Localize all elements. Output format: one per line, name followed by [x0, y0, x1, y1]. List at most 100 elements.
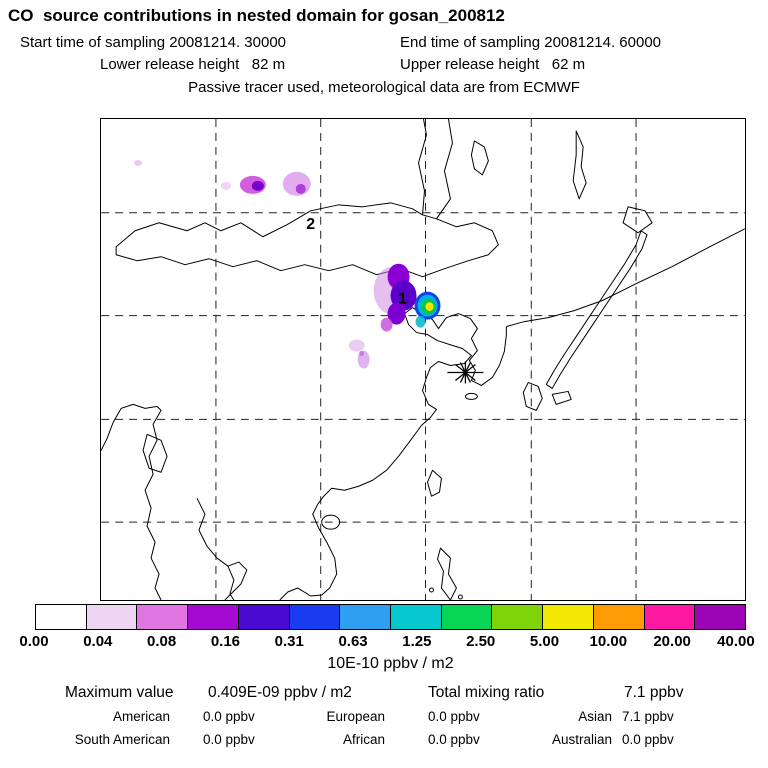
hokkaido-island — [622, 206, 653, 234]
species-name: Asian — [578, 709, 612, 724]
colorbar-cell — [644, 605, 696, 629]
luzon-island — [436, 547, 457, 600]
lower-release-label: Lower release height 82 m — [100, 56, 286, 73]
species-value: 0.0 ppbv — [203, 732, 255, 747]
plume-label-1: 1 — [398, 291, 407, 308]
species-table: American 0.0 ppbv European 0.0 ppbv Asian 7.1… — [0, 709, 768, 755]
tracer-info-line: Passive tracer used, meteorological data… — [188, 79, 580, 96]
species-value: 0.0 ppbv — [622, 732, 674, 747]
mid-patch-1 — [348, 339, 365, 352]
colorbar-tick-label: 0.63 — [338, 633, 368, 650]
honshu-island — [545, 230, 648, 389]
colorbar-tick-label: 0.00 — [19, 633, 49, 650]
colorbar-tick-label: 40.00 — [717, 633, 755, 650]
colorbar-cell — [137, 605, 189, 629]
receptor-star-marker — [447, 361, 484, 384]
faint-dot-1 — [134, 159, 143, 166]
thailand-gulf-coast — [196, 497, 248, 600]
border-line-east — [436, 119, 453, 220]
primorye-coast — [506, 228, 745, 328]
figure-title: CO source contributions in nested domain… — [8, 6, 505, 25]
colorbar-tick-label: 0.16 — [210, 633, 241, 650]
korea-peninsula — [468, 318, 507, 386]
north-blob-2 — [282, 171, 311, 196]
species-value: 7.1 ppbv — [622, 709, 674, 724]
coastlines — [101, 119, 745, 600]
colorbar-cell — [188, 605, 239, 629]
mongolia-border — [115, 202, 499, 278]
colorbar-tick-label: 2.50 — [466, 633, 496, 650]
colorbar-cell — [340, 605, 392, 629]
mid-patch-dot — [359, 351, 365, 357]
total-mixing-ratio-value: 7.1 ppbv — [624, 684, 684, 701]
species-name: African — [342, 732, 385, 747]
species-row: American 0.0 ppbv European 0.0 ppbv Asian 7.1… — [0, 709, 768, 732]
colorbar-tick-label: 1.25 — [402, 633, 432, 650]
north-blob-2-core — [295, 183, 306, 194]
colorbar-tick-label: 0.08 — [147, 633, 177, 650]
species-name: South American — [74, 732, 170, 747]
colorbar-cell — [238, 605, 290, 629]
release-height-line: Lower release height 82 m Upper release … — [0, 56, 768, 76]
colorbar-tick-label: 5.00 — [529, 633, 560, 650]
border-line-west — [418, 119, 427, 215]
myanmar-coast — [120, 403, 162, 600]
concentration-plume — [134, 159, 441, 369]
colorbar-cell — [492, 605, 544, 629]
upper-release-label: Upper release height 62 m — [400, 56, 586, 73]
islet-2 — [457, 594, 463, 600]
inland-outline — [142, 433, 168, 473]
colorbar-units-label: 10E-10 ppbv / m2 — [327, 655, 454, 672]
north-blob-1-core — [251, 180, 264, 191]
species-name: European — [326, 709, 385, 724]
shikoku-island — [551, 390, 572, 405]
colorbar-cell — [695, 605, 746, 629]
species-value: 0.0 ppbv — [203, 709, 255, 724]
end-time-label: End time of sampling 20081214. 60000 — [400, 34, 662, 51]
sampling-time-line: Start time of sampling 20081214. 30000 E… — [0, 34, 768, 54]
plume-magenta-tail — [380, 317, 393, 332]
map-panel: 2 1 — [100, 118, 746, 601]
summary-stats-line: Maximum value 0.409E-09 ppbv / m2 Total … — [0, 684, 768, 704]
jeju-island — [464, 392, 478, 400]
plume-teal-tail — [415, 315, 426, 328]
lake-baikal — [470, 140, 489, 176]
china-coast — [279, 307, 472, 600]
india-east-coast — [101, 408, 122, 451]
colorbar-cell — [391, 605, 442, 629]
islet-1 — [428, 587, 434, 593]
species-name: American — [112, 709, 170, 724]
colorbar-ticks: 0.00 0.04 0.08 0.16 0.31 0.63 1.25 2.50 5.00 10.0… — [8, 633, 762, 650]
sakhalin-island — [572, 130, 587, 200]
colorbar-tick-label: 0.31 — [274, 633, 304, 650]
colorbar-cell — [289, 605, 341, 629]
colorbar-cell — [441, 605, 493, 629]
colorbar — [35, 604, 746, 630]
plume-label-2: 2 — [306, 216, 315, 233]
malay-peninsula — [227, 565, 235, 600]
plume-purple-3 — [387, 302, 406, 325]
colorbar-cell — [36, 605, 87, 629]
taiwan-island — [426, 469, 442, 497]
kyushu-island — [522, 381, 543, 411]
colorbar-cell — [86, 605, 138, 629]
max-value: 0.409E-09 ppbv / m2 — [208, 684, 352, 701]
colorbar-cell — [543, 605, 594, 629]
total-mixing-ratio-label: Total mixing ratio — [428, 684, 545, 701]
max-value-label: Maximum value — [65, 684, 174, 701]
species-row: South American 0.0 ppbv African 0.0 ppbv Aus… — [0, 732, 768, 755]
plume-core-yellow — [425, 302, 434, 312]
species-value: 0.0 ppbv — [428, 732, 480, 747]
map-canvas: 2 1 — [101, 119, 745, 600]
hainan-island — [321, 514, 341, 530]
faint-dot-2 — [220, 181, 231, 190]
colorbar-tick-label: 0.04 — [83, 633, 113, 650]
colorbar-cell — [593, 605, 645, 629]
species-name: Australian — [551, 732, 612, 747]
colorbar-tick-label: 10.00 — [589, 633, 628, 650]
grid-lines — [101, 119, 745, 600]
colorbar-tick-label: 20.00 — [653, 633, 691, 650]
species-value: 0.0 ppbv — [428, 709, 480, 724]
start-time-label: Start time of sampling 20081214. 30000 — [20, 34, 287, 51]
